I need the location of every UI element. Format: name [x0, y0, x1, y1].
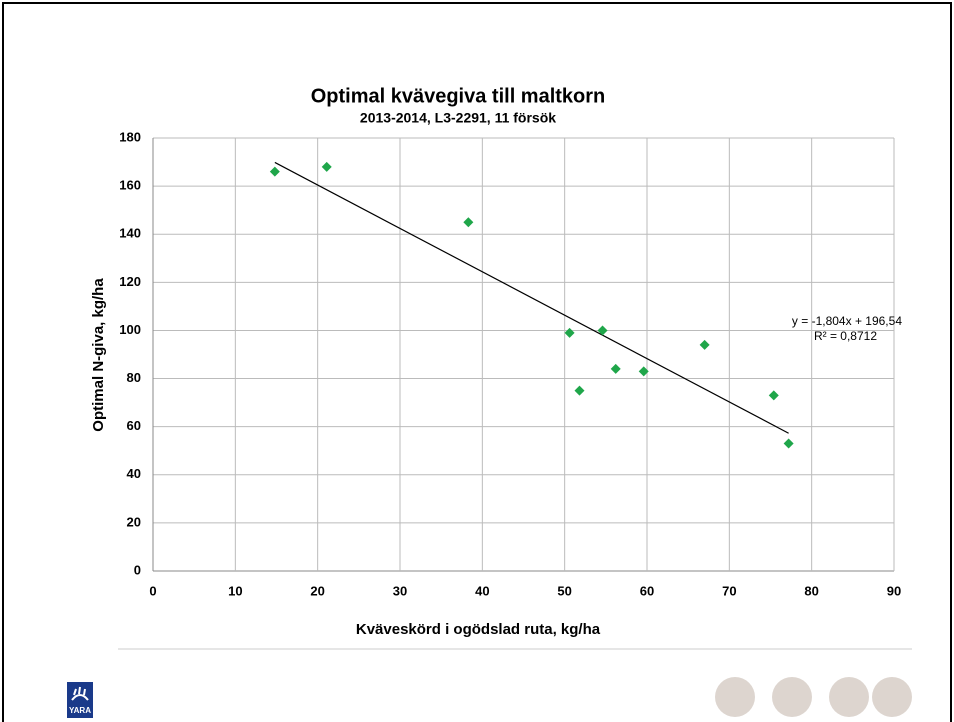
logo-ship — [71, 686, 89, 701]
point — [638, 366, 649, 377]
point — [597, 325, 608, 336]
y-tick-label: 0 — [134, 562, 141, 577]
point — [564, 327, 575, 338]
x-tick-label: 70 — [722, 583, 736, 598]
trendline-r2: R² = 0,8712 — [814, 329, 877, 343]
y-tick-label: 160 — [119, 178, 141, 193]
point — [321, 161, 332, 172]
x-tick-label: 60 — [640, 583, 654, 598]
point — [610, 363, 621, 374]
point — [574, 385, 585, 396]
x-tick-label: 40 — [475, 583, 489, 598]
x-tick-label: 50 — [557, 583, 571, 598]
y-tick-label: 60 — [127, 418, 141, 433]
point — [768, 390, 779, 401]
point — [269, 166, 280, 177]
x-tick-label: 20 — [310, 583, 324, 598]
y-tick-label: 20 — [127, 514, 141, 529]
point — [699, 339, 710, 350]
circle — [715, 677, 755, 717]
y-tick-label: 180 — [119, 129, 141, 144]
x-tick-label: 30 — [393, 583, 407, 598]
y-axis-title: Optimal N-giva, kg/ha — [90, 278, 107, 432]
x-tick-label: 90 — [887, 583, 901, 598]
y-tick-label: 40 — [127, 466, 141, 481]
circle — [829, 677, 869, 717]
x-axis-title: Kväveskörd i ogödslad ruta, kg/ha — [356, 621, 601, 638]
trendline — [274, 161, 789, 434]
y-tick-label: 100 — [119, 322, 141, 337]
x-tick-label: 80 — [804, 583, 818, 598]
circle — [772, 677, 812, 717]
x-tick-label: 0 — [149, 583, 156, 598]
logo-text: YARA — [69, 706, 91, 715]
decoration — [715, 677, 912, 717]
chart-subtitle: 2013-2014, L3-2291, 11 försök — [360, 110, 556, 126]
y-tick-label: 80 — [127, 370, 141, 385]
circle — [872, 677, 912, 717]
chart-title: Optimal kvävegiva till maltkorn — [311, 85, 606, 107]
trendline-equation: y = -1,804x + 196,54 — [792, 314, 902, 328]
point — [463, 217, 474, 228]
logo: YARA — [67, 682, 93, 718]
x-tick-label: 10 — [228, 583, 242, 598]
point — [783, 438, 794, 449]
y-tick-label: 140 — [119, 226, 141, 241]
y-tick-label: 120 — [119, 274, 141, 289]
